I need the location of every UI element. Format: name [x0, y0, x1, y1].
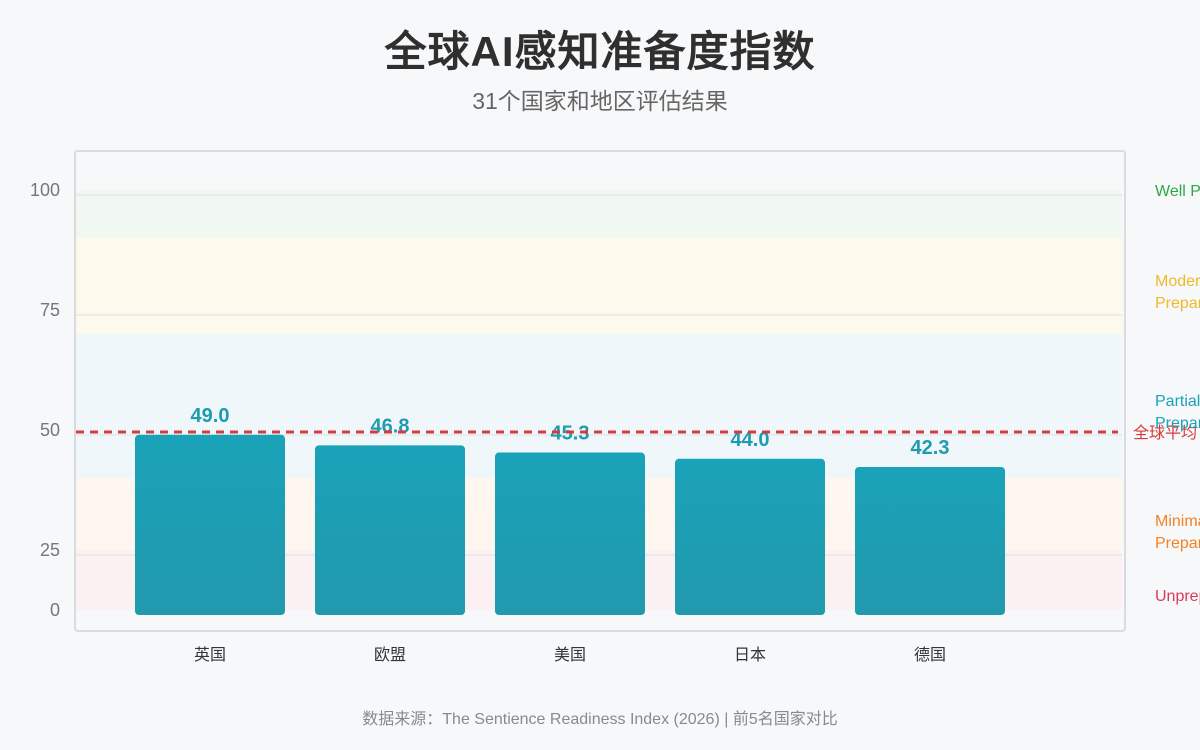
x-category-label: 英国	[194, 645, 226, 664]
y-tick-label: 75	[40, 300, 60, 320]
zone-label: Well Prepared	[1155, 183, 1200, 200]
bar	[855, 466, 1005, 615]
plot-frame	[74, 150, 1126, 632]
bar	[315, 445, 465, 615]
bar	[135, 434, 285, 615]
zone-label: ModeratelyPrepared	[1155, 273, 1200, 312]
y-tick-label: 50	[40, 420, 60, 440]
bar-value-label: 45.3	[551, 423, 590, 445]
zone-band	[76, 238, 1122, 334]
bar-value-label: 46.8	[371, 415, 410, 437]
y-tick-label: 100	[30, 180, 60, 200]
bar-value-label: 49.0	[191, 405, 230, 427]
bar-value-label: 42.3	[911, 437, 950, 459]
x-category-label: 德国	[914, 645, 946, 664]
chart-title: 全球AI感知准备度指数	[384, 28, 816, 75]
x-category-label: 欧盟	[374, 645, 406, 664]
average-line-label: 全球平均	[1133, 423, 1197, 442]
zone-band	[76, 190, 1122, 238]
zone-label: Unprepared	[1155, 588, 1200, 605]
bar	[675, 458, 825, 615]
x-category-label: 日本	[734, 645, 766, 664]
source-note: 数据来源：The Sentience Readiness Index (2026…	[362, 711, 838, 728]
x-category-label: 美国	[554, 645, 586, 664]
chart-subtitle: 31个国家和地区评估结果	[472, 88, 728, 114]
y-tick-label: 0	[50, 600, 60, 620]
bar	[495, 452, 645, 615]
y-tick-label: 25	[40, 540, 60, 560]
zone-label: PartiallyPrepared	[1155, 393, 1200, 432]
bar-value-label: 44.0	[731, 429, 770, 451]
zone-label: MinimallyPrepared	[1155, 513, 1200, 552]
